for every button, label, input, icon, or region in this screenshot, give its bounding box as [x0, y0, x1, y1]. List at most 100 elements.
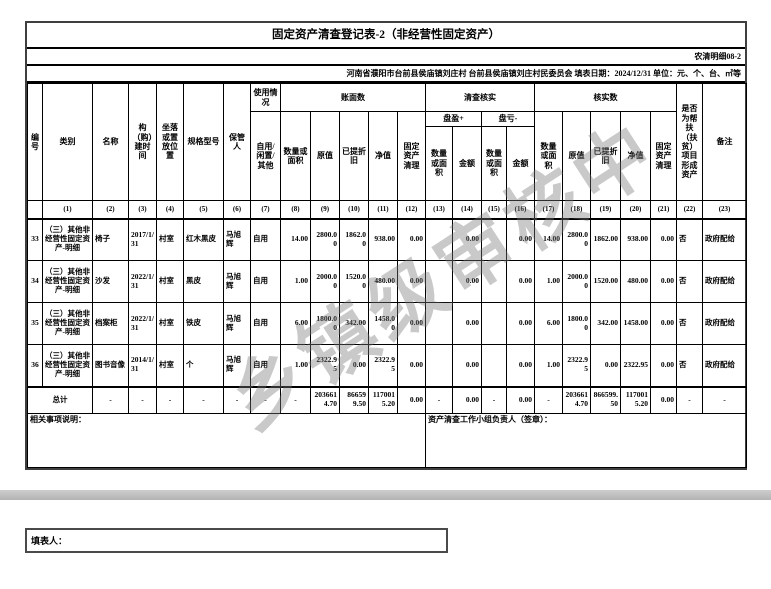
column-number-cell: (22): [676, 200, 704, 220]
col-header-book-dep: 已提折旧: [339, 111, 369, 201]
table-cell: 政府配给: [702, 218, 748, 261]
table-cell: 0.00: [506, 344, 536, 387]
table-cell: [425, 218, 454, 261]
asset-table: 编号 类别 名称 构（购）建时间 坐落或置放位置 规格型号 保管人 使用情况 账…: [26, 83, 748, 468]
table-cell: 0.00: [396, 344, 427, 387]
total-value-cell: -: [183, 385, 224, 414]
col-header-book-orig: 原值: [310, 111, 340, 201]
table-cell: 自用: [250, 218, 281, 261]
asset-row-34: 34 （三）其他非经营性固定资产-明细 沙发 2022/1/31 村室 黑皮 马旭辉 自用 1.…: [27, 260, 748, 303]
table-cell: 0.00: [506, 218, 536, 261]
total-value-cell: -: [280, 385, 311, 414]
asset-row-33: 33 （三）其他非经营性固定资产-明细 椅子 2017/1/31 村室 红木黑皮 马旭辉 自用…: [27, 218, 748, 261]
table-cell: 0.00: [396, 302, 427, 345]
table-cell: 村室: [156, 218, 184, 261]
table-cell: 1.00: [534, 344, 564, 387]
row-number-cell: 34: [27, 260, 43, 303]
row-number-cell: 35: [27, 302, 43, 345]
group-header-verified: 核实数: [534, 83, 678, 112]
asset-registration-form: 固定资产清查登记表-2（非经营性固定资产） 农清明细08-2 河南省濮阳市台前县…: [25, 21, 748, 470]
group-header-book: 账面数: [279, 83, 427, 112]
column-number-cell: (13): [425, 200, 454, 220]
table-cell: （三）其他非经营性固定资产-明细: [42, 218, 93, 261]
col-header-verified-dep: 已提折旧: [590, 111, 622, 201]
inventory-leader-signature-cell: 资产清查工作小组负责人（签章）：: [425, 413, 748, 468]
table-cell: 938.00: [620, 218, 652, 261]
table-cell: 1520.00: [339, 260, 369, 303]
table-cell: 1862.00: [339, 218, 369, 261]
table-cell: 村室: [156, 260, 184, 303]
table-cell: 480.00: [620, 260, 652, 303]
col-header-book-disposal: 固定资产清理: [396, 111, 427, 201]
total-value-cell: 2036614.70: [310, 385, 340, 414]
total-value-cell: -: [250, 385, 281, 414]
table-cell: 0.00: [650, 302, 678, 345]
table-cell: 0.00: [452, 302, 483, 345]
col-header-book-net: 净值: [368, 111, 398, 201]
col-header-remark: 备注: [702, 83, 748, 201]
table-cell: 档案柜: [92, 302, 129, 345]
column-number-cell: (16): [506, 200, 536, 220]
total-value-cell: 0.00: [650, 385, 678, 414]
table-cell: （三）其他非经营性固定资产-明细: [42, 260, 93, 303]
col-header-verified-net: 净值: [620, 111, 652, 201]
column-number-cell: (20): [620, 200, 652, 220]
table-cell: 14.00: [280, 218, 311, 261]
col-header-surplus-amount: 金额: [452, 126, 483, 201]
total-value-cell: -: [676, 385, 704, 414]
table-cell: （三）其他非经营性固定资产-明细: [42, 302, 93, 345]
form-filler-field[interactable]: 填表人：: [25, 528, 448, 553]
table-cell: 马旭辉: [223, 260, 251, 303]
col-header-verified-orig: 原值: [562, 111, 592, 201]
asset-row-35: 35 （三）其他非经营性固定资产-明细 档案柜 2022/1/31 村室 铁皮 马旭辉 自用 6…: [27, 302, 748, 345]
total-value-cell: -: [156, 385, 184, 414]
total-value-cell: 0.00: [452, 385, 483, 414]
group-header-check: 清查核实: [425, 83, 536, 112]
column-number-cell: (23): [702, 200, 748, 220]
column-number-cell: (4): [156, 200, 184, 220]
col-header-verified-qty: 数量或面积: [534, 111, 564, 201]
total-value-cell: 0.00: [396, 385, 427, 414]
col-header-name: 名称: [92, 83, 129, 201]
row-number-cell: 36: [27, 344, 43, 387]
table-cell: 2014/1/31: [128, 344, 157, 387]
table-cell: 1458.00: [368, 302, 398, 345]
table-cell: [481, 344, 508, 387]
table-cell: 0.00: [452, 218, 483, 261]
table-cell: 村室: [156, 344, 184, 387]
table-cell: 否: [676, 260, 704, 303]
col-header-spec: 规格型号: [183, 83, 224, 201]
col-header-book-qty: 数量或面积: [280, 111, 311, 201]
table-cell: 2322.95: [562, 344, 592, 387]
table-cell: （三）其他非经营性固定资产-明细: [42, 344, 93, 387]
table-cell: [425, 260, 454, 303]
table-cell: 否: [676, 344, 704, 387]
table-cell: 椅子: [92, 218, 129, 261]
table-cell: 1.00: [534, 260, 564, 303]
table-cell: 0.00: [650, 260, 678, 303]
total-value-cell: -: [702, 385, 748, 414]
col-header-build-time: 构（购）建时间: [128, 83, 157, 201]
horizontal-divider-bar: [0, 490, 771, 500]
table-cell: 政府配给: [702, 344, 748, 387]
total-value-cell: 2036614.70: [562, 385, 592, 414]
total-value-cell: 866599.50: [590, 385, 622, 414]
table-cell: 否: [676, 302, 704, 345]
total-value-cell: -: [481, 385, 508, 414]
table-cell: 马旭辉: [223, 344, 251, 387]
table-cell: 自用: [250, 302, 281, 345]
column-number-cell: (8): [280, 200, 311, 220]
table-cell: [425, 344, 454, 387]
table-cell: 0.00: [396, 218, 427, 261]
table-cell: 0.00: [452, 260, 483, 303]
table-cell: 0.00: [590, 344, 622, 387]
table-cell: 1520.00: [590, 260, 622, 303]
table-cell: 2322.95: [620, 344, 652, 387]
col-header-category: 类别: [42, 83, 93, 201]
table-cell: 政府配给: [702, 302, 748, 345]
table-cell: 6.00: [534, 302, 564, 345]
table-cell: 黑皮: [183, 260, 224, 303]
column-number-cell: [27, 200, 43, 220]
total-value-cell: 1170015.20: [620, 385, 652, 414]
table-cell: 480.00: [368, 260, 398, 303]
